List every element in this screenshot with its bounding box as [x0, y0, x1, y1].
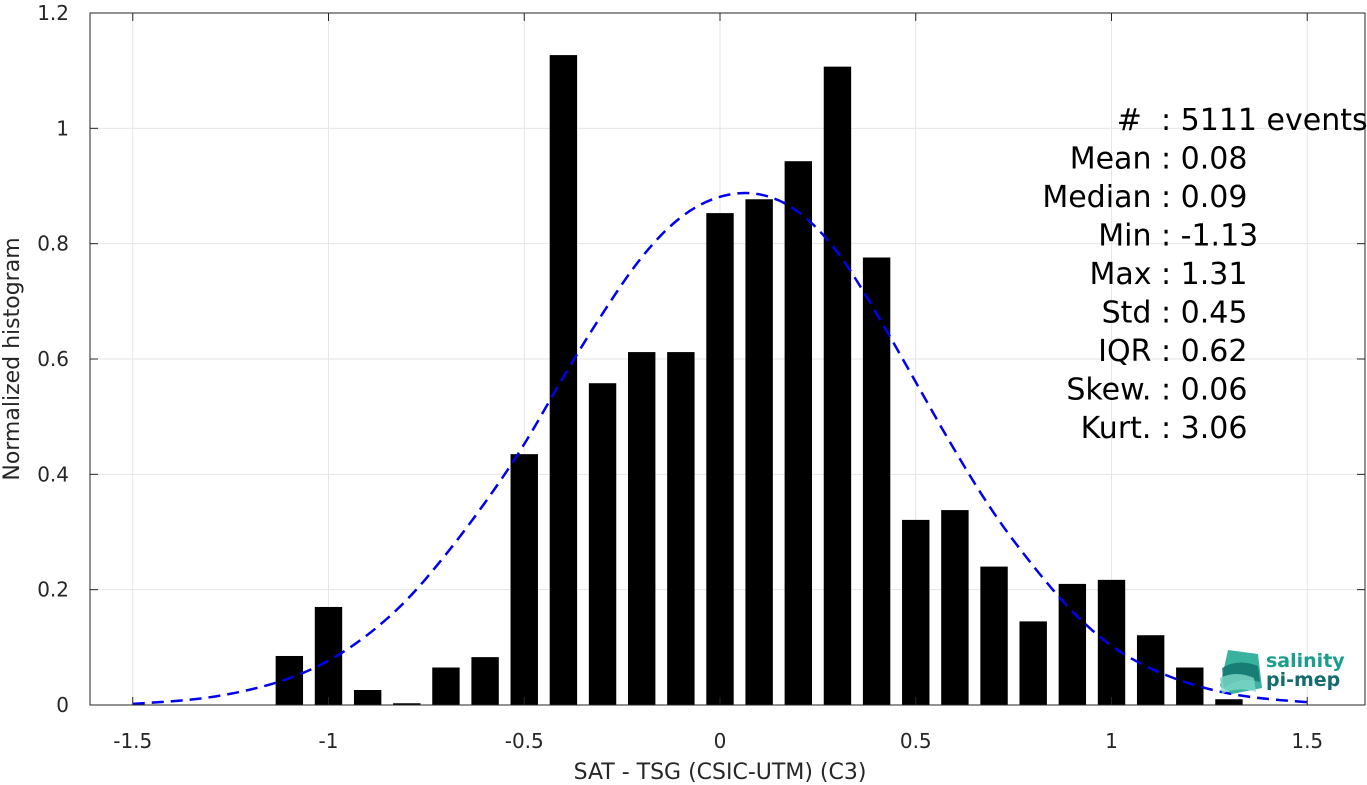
histogram-bar: [432, 667, 460, 705]
histogram-bar: [627, 352, 656, 705]
y-tick-label: 0: [56, 693, 69, 717]
histogram-bar: [862, 257, 891, 705]
stat-label: Skew.: [1066, 373, 1161, 408]
x-tick-label: -1: [319, 729, 339, 753]
histogram-bar: [510, 454, 538, 705]
stat-label: Max: [1089, 257, 1161, 292]
x-tick-label: 1.5: [1291, 729, 1323, 753]
histogram-bar: [471, 657, 499, 705]
histogram-bar: [393, 703, 421, 705]
stat-value: : 0.45: [1161, 296, 1247, 331]
stat-value: : 5111 events: [1161, 103, 1367, 138]
histogram-bar: [1019, 621, 1047, 705]
histogram-bar: [1176, 667, 1204, 705]
histogram-bar: [1136, 635, 1165, 705]
stat-label: Median: [1042, 180, 1161, 215]
logo-text-salinity: salinity: [1266, 650, 1345, 672]
salinity-pi-mep-logo: salinity pi-mep: [1220, 650, 1345, 694]
y-tick-label: 1: [56, 116, 69, 140]
stat-label: IQR: [1098, 334, 1161, 369]
stat-value: : 0.08: [1161, 142, 1247, 177]
histogram-bar: [275, 655, 304, 705]
histogram-bar: [588, 383, 617, 705]
histogram-bar: [549, 55, 578, 705]
stat-label: Kurt.: [1081, 411, 1161, 446]
histogram-bar: [1097, 579, 1126, 705]
stat-value: : 0.09: [1161, 180, 1247, 215]
stat-value: : 0.06: [1161, 373, 1247, 408]
axis-ticks: [90, 12, 1365, 706]
stat-label: Mean: [1070, 142, 1161, 177]
stat-label: Min: [1098, 219, 1161, 254]
histogram-bar: [1058, 583, 1087, 705]
histogram-bar: [823, 66, 852, 705]
histogram-bar: [353, 690, 382, 705]
stat-value: : 1.31: [1161, 257, 1247, 292]
y-axis-label: Normalized histogram: [0, 237, 25, 480]
y-tick-label: 0.8: [37, 232, 69, 256]
stat-value: : 0.62: [1161, 334, 1247, 369]
x-tick-label: 0.5: [900, 729, 932, 753]
y-tick-label: 1.2: [37, 1, 69, 25]
histogram-bar: [667, 352, 695, 705]
x-tick-labels: -1.5 -1 -0.5 0 0.5 1 1.5: [113, 729, 1323, 753]
stat-value: : -1.13: [1161, 219, 1258, 254]
y-tick-label: 0.6: [37, 347, 69, 371]
x-tick-label: 0: [714, 729, 727, 753]
histogram-bar: [1215, 699, 1243, 705]
logo-text-pi-mep: pi-mep: [1266, 669, 1340, 691]
histogram-bar: [980, 566, 1008, 705]
x-axis-label: SAT - TSG (CSIC-UTM) (C3): [574, 760, 867, 785]
gaussian-fit-curve: [132, 191, 1308, 706]
y-tick-label: 0.2: [37, 578, 69, 602]
stat-label: Std: [1102, 296, 1161, 331]
y-tick-label: 0.4: [37, 462, 69, 486]
histogram-bar: [784, 161, 813, 705]
histogram-bar: [745, 199, 773, 705]
stat-value: : 3.06: [1161, 411, 1247, 446]
histogram-bar: [941, 510, 969, 705]
y-tick-labels: 0 0.2 0.4 0.6 0.8 1 1.2: [37, 1, 69, 717]
x-tick-label: -1.5: [113, 729, 152, 753]
histogram-bars: [275, 55, 1243, 705]
x-tick-label: 1: [1105, 729, 1118, 753]
histogram-bar: [706, 213, 734, 705]
x-tick-label: -0.5: [505, 729, 544, 753]
stat-label: #: [1117, 103, 1161, 138]
histogram-bar: [902, 519, 930, 705]
